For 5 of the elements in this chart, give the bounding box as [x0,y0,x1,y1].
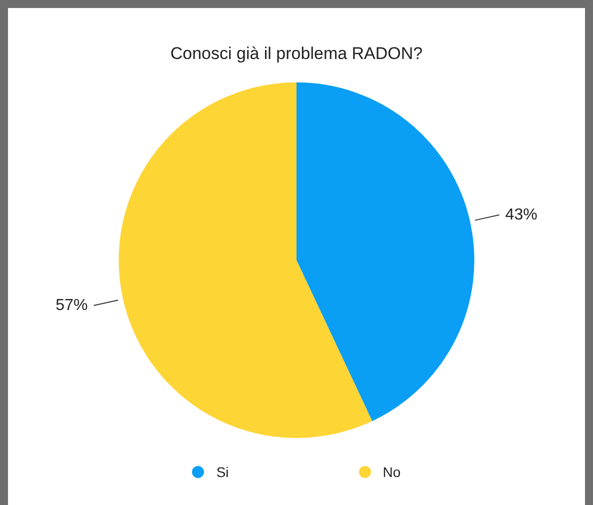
legend-label: Si [216,464,229,480]
legend-label: No [382,464,401,480]
data-label: 43% [505,206,538,224]
chart-title: Conosci già il problema RADON? [170,44,423,63]
data-label: 57% [56,296,88,314]
